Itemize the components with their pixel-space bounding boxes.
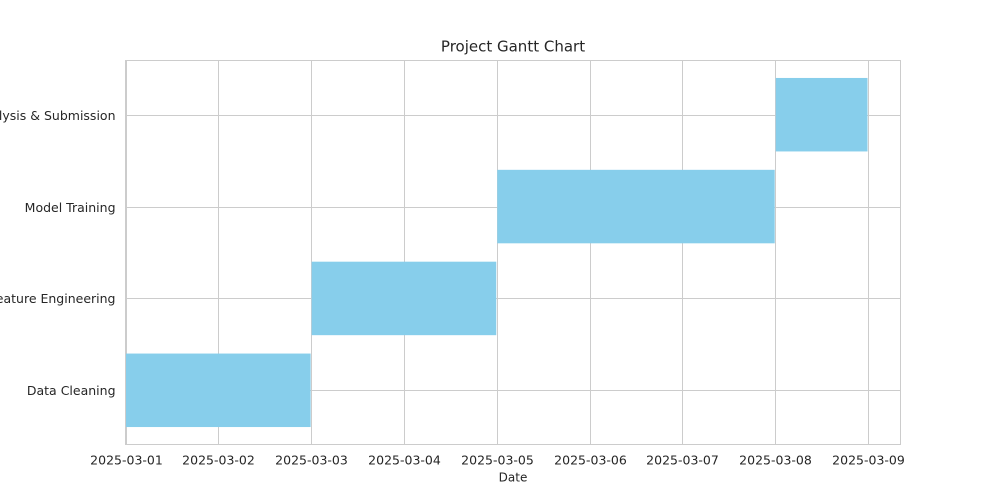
x-tick-label: 2025-03-03 bbox=[275, 453, 348, 468]
gantt-bar bbox=[311, 261, 497, 336]
x-tick-label: 2025-03-02 bbox=[182, 453, 255, 468]
x-tick-label: 2025-03-09 bbox=[832, 453, 905, 468]
x-tick-label: 2025-03-04 bbox=[368, 453, 441, 468]
chart-title: Project Gantt Chart bbox=[441, 38, 585, 56]
plot-frame bbox=[125, 60, 901, 445]
y-tick-label: Feature Engineering bbox=[0, 291, 116, 306]
x-tick-label: 2025-03-08 bbox=[739, 453, 812, 468]
x-tick-label: 2025-03-05 bbox=[461, 453, 534, 468]
gantt-bar bbox=[126, 353, 311, 428]
gantt-bar bbox=[497, 169, 775, 244]
y-tick-label: Data Cleaning bbox=[27, 383, 116, 398]
x-tick-label: 2025-03-01 bbox=[90, 453, 163, 468]
y-tick-labels: Data Cleaning Feature Engineering Model Tr… bbox=[0, 108, 116, 398]
gantt-bar bbox=[775, 77, 868, 152]
y-tick-label: Model Training bbox=[25, 200, 116, 215]
x-tick-label: 2025-03-06 bbox=[554, 453, 627, 468]
grid-layer bbox=[125, 60, 901, 445]
bar-layer bbox=[126, 77, 868, 428]
x-tick-labels: 2025-03-01 2025-03-02 2025-03-03 2025-03-04… bbox=[90, 453, 905, 468]
x-axis-label: Date bbox=[499, 471, 528, 485]
x-tick-label: 2025-03-07 bbox=[646, 453, 719, 468]
y-tick-label: Analysis & Submission bbox=[0, 108, 116, 123]
